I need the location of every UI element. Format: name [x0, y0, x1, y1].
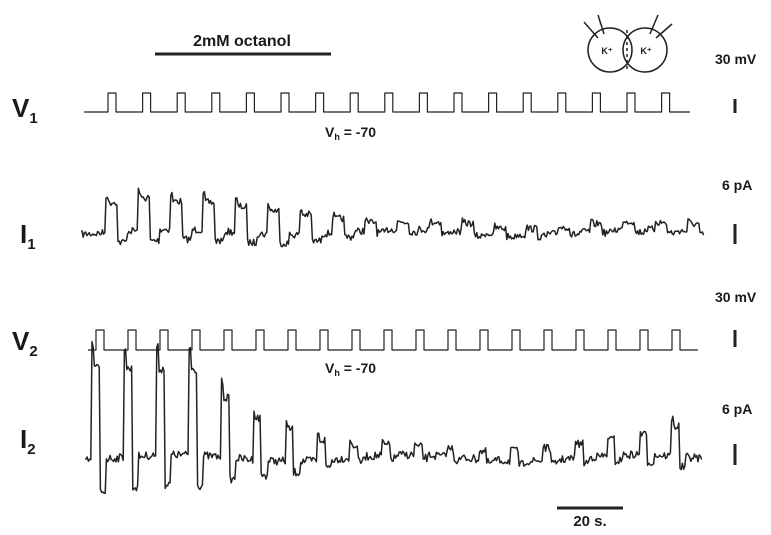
trace-label: I2: [20, 424, 36, 458]
trace: [88, 329, 698, 351]
trace: [84, 92, 690, 113]
scale-label: 6 pA: [722, 401, 752, 417]
scale-label: 6 pA: [722, 177, 752, 193]
holding-value: = -70: [340, 124, 376, 140]
trace-subscript: 2: [29, 343, 37, 360]
scale-bars: [557, 99, 737, 510]
cell-diagram: [583, 14, 673, 73]
trace-subscript: 2: [27, 441, 35, 458]
time-scale-label: 20 s.: [573, 513, 606, 530]
trace-label: V1: [12, 93, 38, 127]
scale-label: 30 mV: [715, 289, 757, 305]
trace-subscript: 1: [29, 110, 37, 127]
holding-label: Vh = -70: [325, 124, 376, 142]
trace-symbol: I: [20, 424, 27, 454]
holding-symbol: V: [325, 124, 335, 140]
cell-label: K⁺: [640, 46, 651, 56]
trace-symbol: V: [12, 93, 30, 123]
holding-subscript: h: [334, 368, 340, 378]
trace: [85, 340, 703, 495]
treatment-label: 2mM octanol: [193, 33, 291, 50]
trace-subscript: 1: [27, 236, 35, 253]
trace-label: I1: [20, 219, 36, 253]
trace-symbol: I: [20, 219, 27, 249]
cell-label: K⁺: [601, 46, 612, 56]
scale-label: 30 mV: [715, 51, 757, 67]
trace-label: V2: [12, 326, 38, 360]
traces: [81, 92, 705, 495]
holding-symbol: V: [325, 360, 335, 376]
holding-subscript: h: [334, 132, 340, 142]
holding-value: = -70: [340, 360, 376, 376]
holding-label: Vh = -70: [325, 360, 376, 378]
trace-symbol: V: [12, 326, 30, 356]
trace: [81, 187, 705, 248]
